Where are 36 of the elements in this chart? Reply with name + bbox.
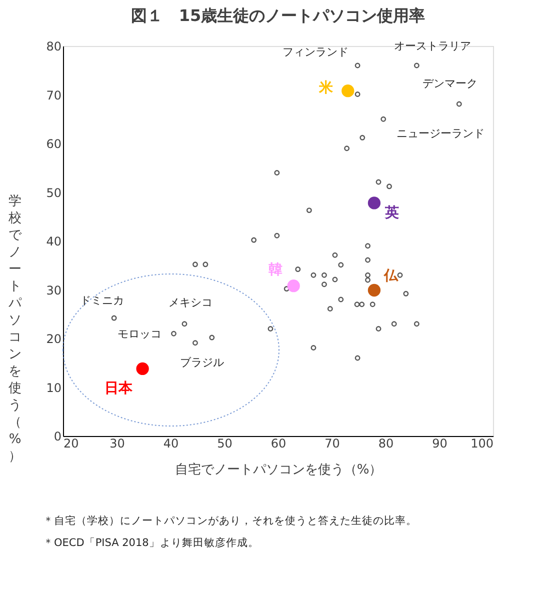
annotation: デンマーク [422,77,478,90]
x-tick-label: 60 [270,436,286,450]
series-label: 米 [318,80,334,96]
text: 学校でノートパソコンを使う（%） [8,194,22,464]
text: ＊自宅（学校）にノートパソコンがあり，それを使うと答えた生徒の比率。 [43,514,417,527]
x-axis-title: 自宅でノートパソコンを使う（%） [174,462,382,478]
series-label: 韓 [268,262,283,278]
y-tick-label: 20 [46,332,62,346]
annotation: メキシコ [168,296,212,309]
x-tick-label: 20 [64,436,79,450]
annotation: ドミニカ [80,294,124,308]
y-tick-label: 70 [46,88,62,102]
x-tick-label: 100 [470,436,494,450]
x-tick-label: 70 [324,436,340,450]
y-tick-label: 0 [54,430,62,444]
chart-title: 図１ 15歳生徒のノートパソコン使用率 [130,6,426,25]
annotation: フィンランド [282,46,349,58]
y-tick-label: 60 [46,137,62,151]
annotation: ブラジル [180,356,224,369]
annotation: オーストラリア [394,40,472,52]
x-tick-label: 40 [163,436,179,450]
annotation: モロッコ [118,328,162,341]
series-label: 仏 [383,268,400,284]
x-tick-label: 90 [432,436,448,450]
x-tick-label: 30 [110,436,125,450]
text: ＊OECD「PISA 2018」より舞田敏彦作成。 [43,536,259,549]
y-tick-label: 80 [46,40,62,54]
x-tick-label: 50 [217,436,232,450]
y-tick-label: 50 [46,186,62,200]
x-tick-label: 80 [378,436,394,450]
y-tick-label: 40 [46,234,62,248]
series-label: 英 [384,204,400,221]
y-tick-label: 10 [46,380,62,395]
annotation: ニュージーランド [396,127,484,140]
y-tick-label: 30 [46,283,62,298]
series-label: 日本 [104,380,134,397]
